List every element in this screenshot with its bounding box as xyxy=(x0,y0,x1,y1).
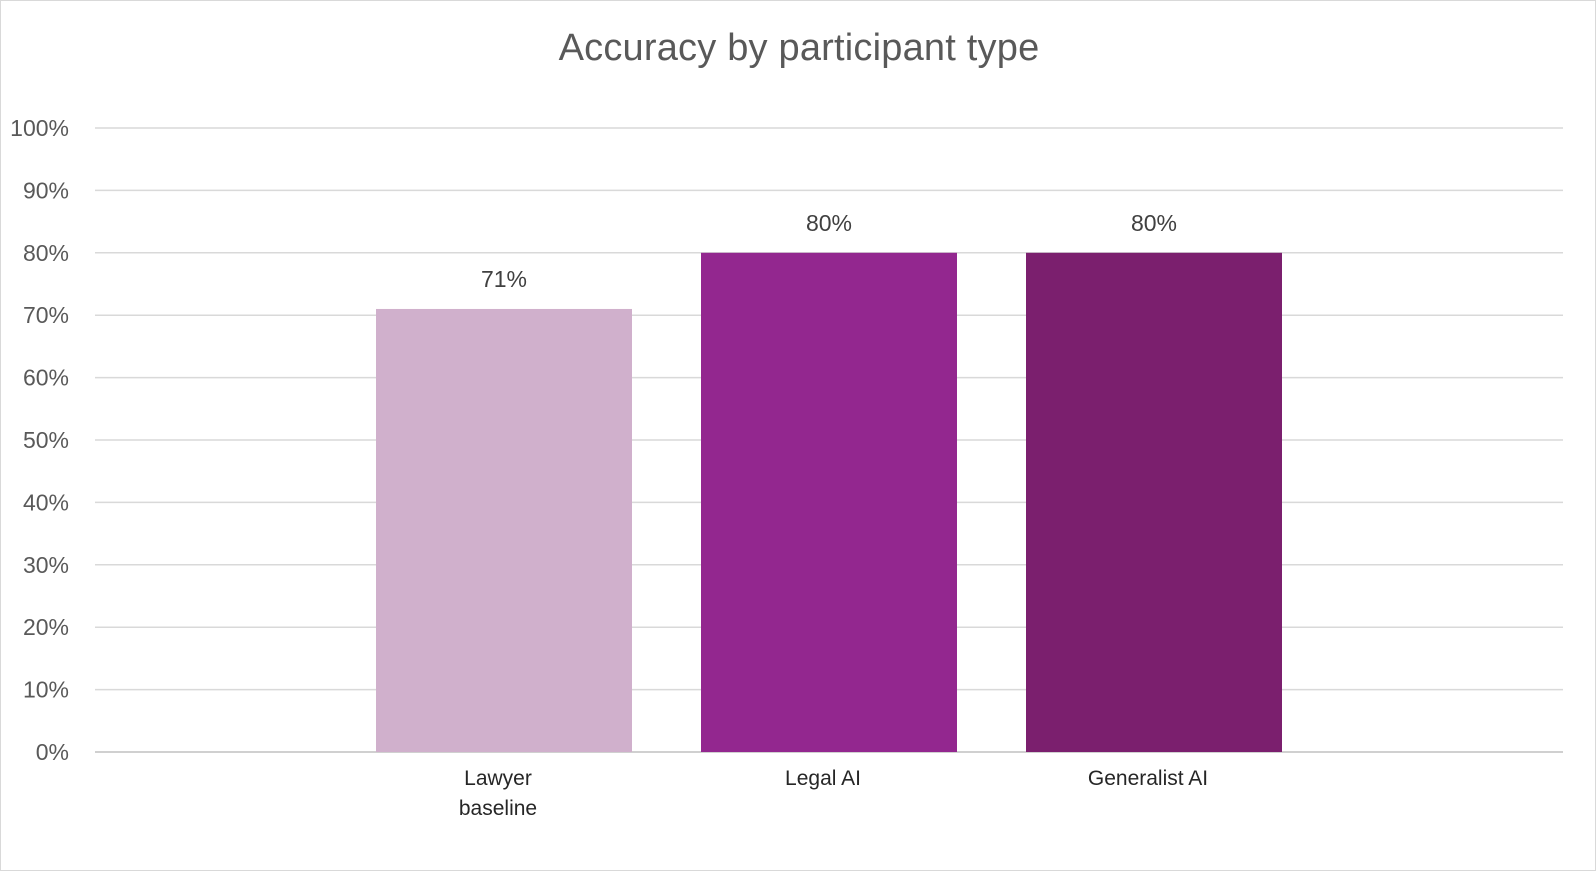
y-tick-label: 50% xyxy=(23,427,69,453)
y-tick-label: 40% xyxy=(23,489,69,515)
x-tick-label: Lawyer baseline xyxy=(459,767,537,820)
data-label: 80% xyxy=(1131,210,1177,236)
y-tick-label: 80% xyxy=(23,240,69,266)
y-tick-label: 90% xyxy=(23,177,69,203)
data-label: 80% xyxy=(806,210,852,236)
data-label: 71% xyxy=(481,266,527,292)
bar xyxy=(1026,252,1282,753)
y-tick-label: 60% xyxy=(23,365,69,391)
y-tick-label: 100% xyxy=(10,115,69,141)
x-tick-label: Generalist AI xyxy=(1088,767,1208,790)
bar xyxy=(701,252,957,753)
y-tick-label: 0% xyxy=(36,739,69,765)
x-tick-label: Legal AI xyxy=(785,767,861,790)
y-tick-label: 70% xyxy=(23,302,69,328)
chart-title: Accuracy by participant type xyxy=(558,27,1040,69)
y-tick-label: 10% xyxy=(23,677,69,703)
bar xyxy=(376,308,632,752)
y-tick-label: 30% xyxy=(23,552,69,578)
y-tick-label: 20% xyxy=(23,614,69,640)
